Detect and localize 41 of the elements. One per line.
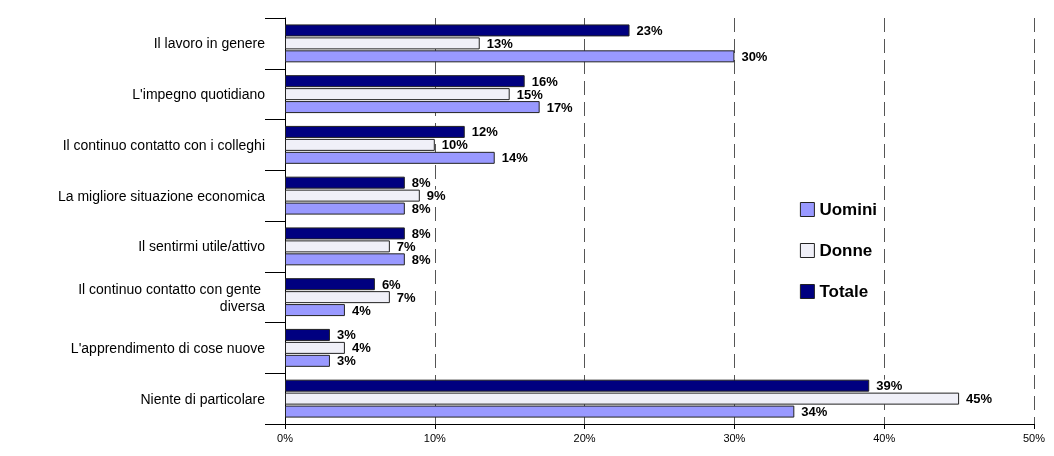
legend-label: Donne [819, 241, 873, 260]
y-tick-label: Il lavoro in genere [153, 35, 266, 52]
data-label: 17% [546, 99, 574, 115]
data-label: 8% [411, 251, 432, 267]
y-tick-label: L'impegno quotidiano [132, 86, 266, 103]
data-label: 30% [741, 48, 768, 64]
data-label: 8% [411, 175, 432, 191]
data-label: 3% [336, 353, 357, 369]
y-tick-label: Il sentirmi utile/attivo [138, 238, 266, 255]
data-label: 9% [426, 188, 447, 204]
data-label: 45% [966, 391, 993, 407]
legend-label: Totale [819, 282, 869, 301]
data-label: 13% [486, 35, 514, 51]
x-tick-label: 0% [277, 431, 294, 444]
x-tick-label: 50% [1022, 431, 1046, 444]
data-label: 23% [636, 22, 663, 38]
data-label: 8% [411, 201, 432, 217]
x-tick-label: 20% [573, 431, 596, 444]
x-tick-label: 10% [423, 431, 447, 444]
data-label: 39% [876, 378, 903, 394]
data-label: 16% [531, 73, 559, 89]
data-label: 8% [411, 225, 432, 241]
y-tick-label: Niente di particolare [140, 390, 266, 407]
x-tick-label: 30% [723, 431, 746, 444]
y-tick-label: Il continuo contatto con i colleghi [62, 136, 265, 153]
data-label: 4% [351, 340, 372, 356]
data-label: 7% [396, 289, 417, 305]
data-label: 6% [381, 276, 402, 292]
y-tick-label: Il continuo contatto con gente diversa [78, 280, 266, 314]
x-tick-label: 40% [873, 431, 896, 444]
data-label: 7% [396, 238, 417, 254]
data-label: 15% [516, 86, 544, 102]
data-label: 4% [351, 302, 372, 318]
y-tick-label: L'apprendimento di cose nuove [70, 339, 266, 356]
data-label: 10% [441, 137, 469, 153]
y-tick-label: La migliore situazione economica [58, 187, 266, 204]
data-label: 12% [471, 124, 499, 140]
data-label: 14% [501, 150, 529, 166]
data-label: 3% [336, 327, 357, 343]
legend-label: Uomini [819, 200, 877, 219]
data-label: 34% [801, 404, 828, 420]
